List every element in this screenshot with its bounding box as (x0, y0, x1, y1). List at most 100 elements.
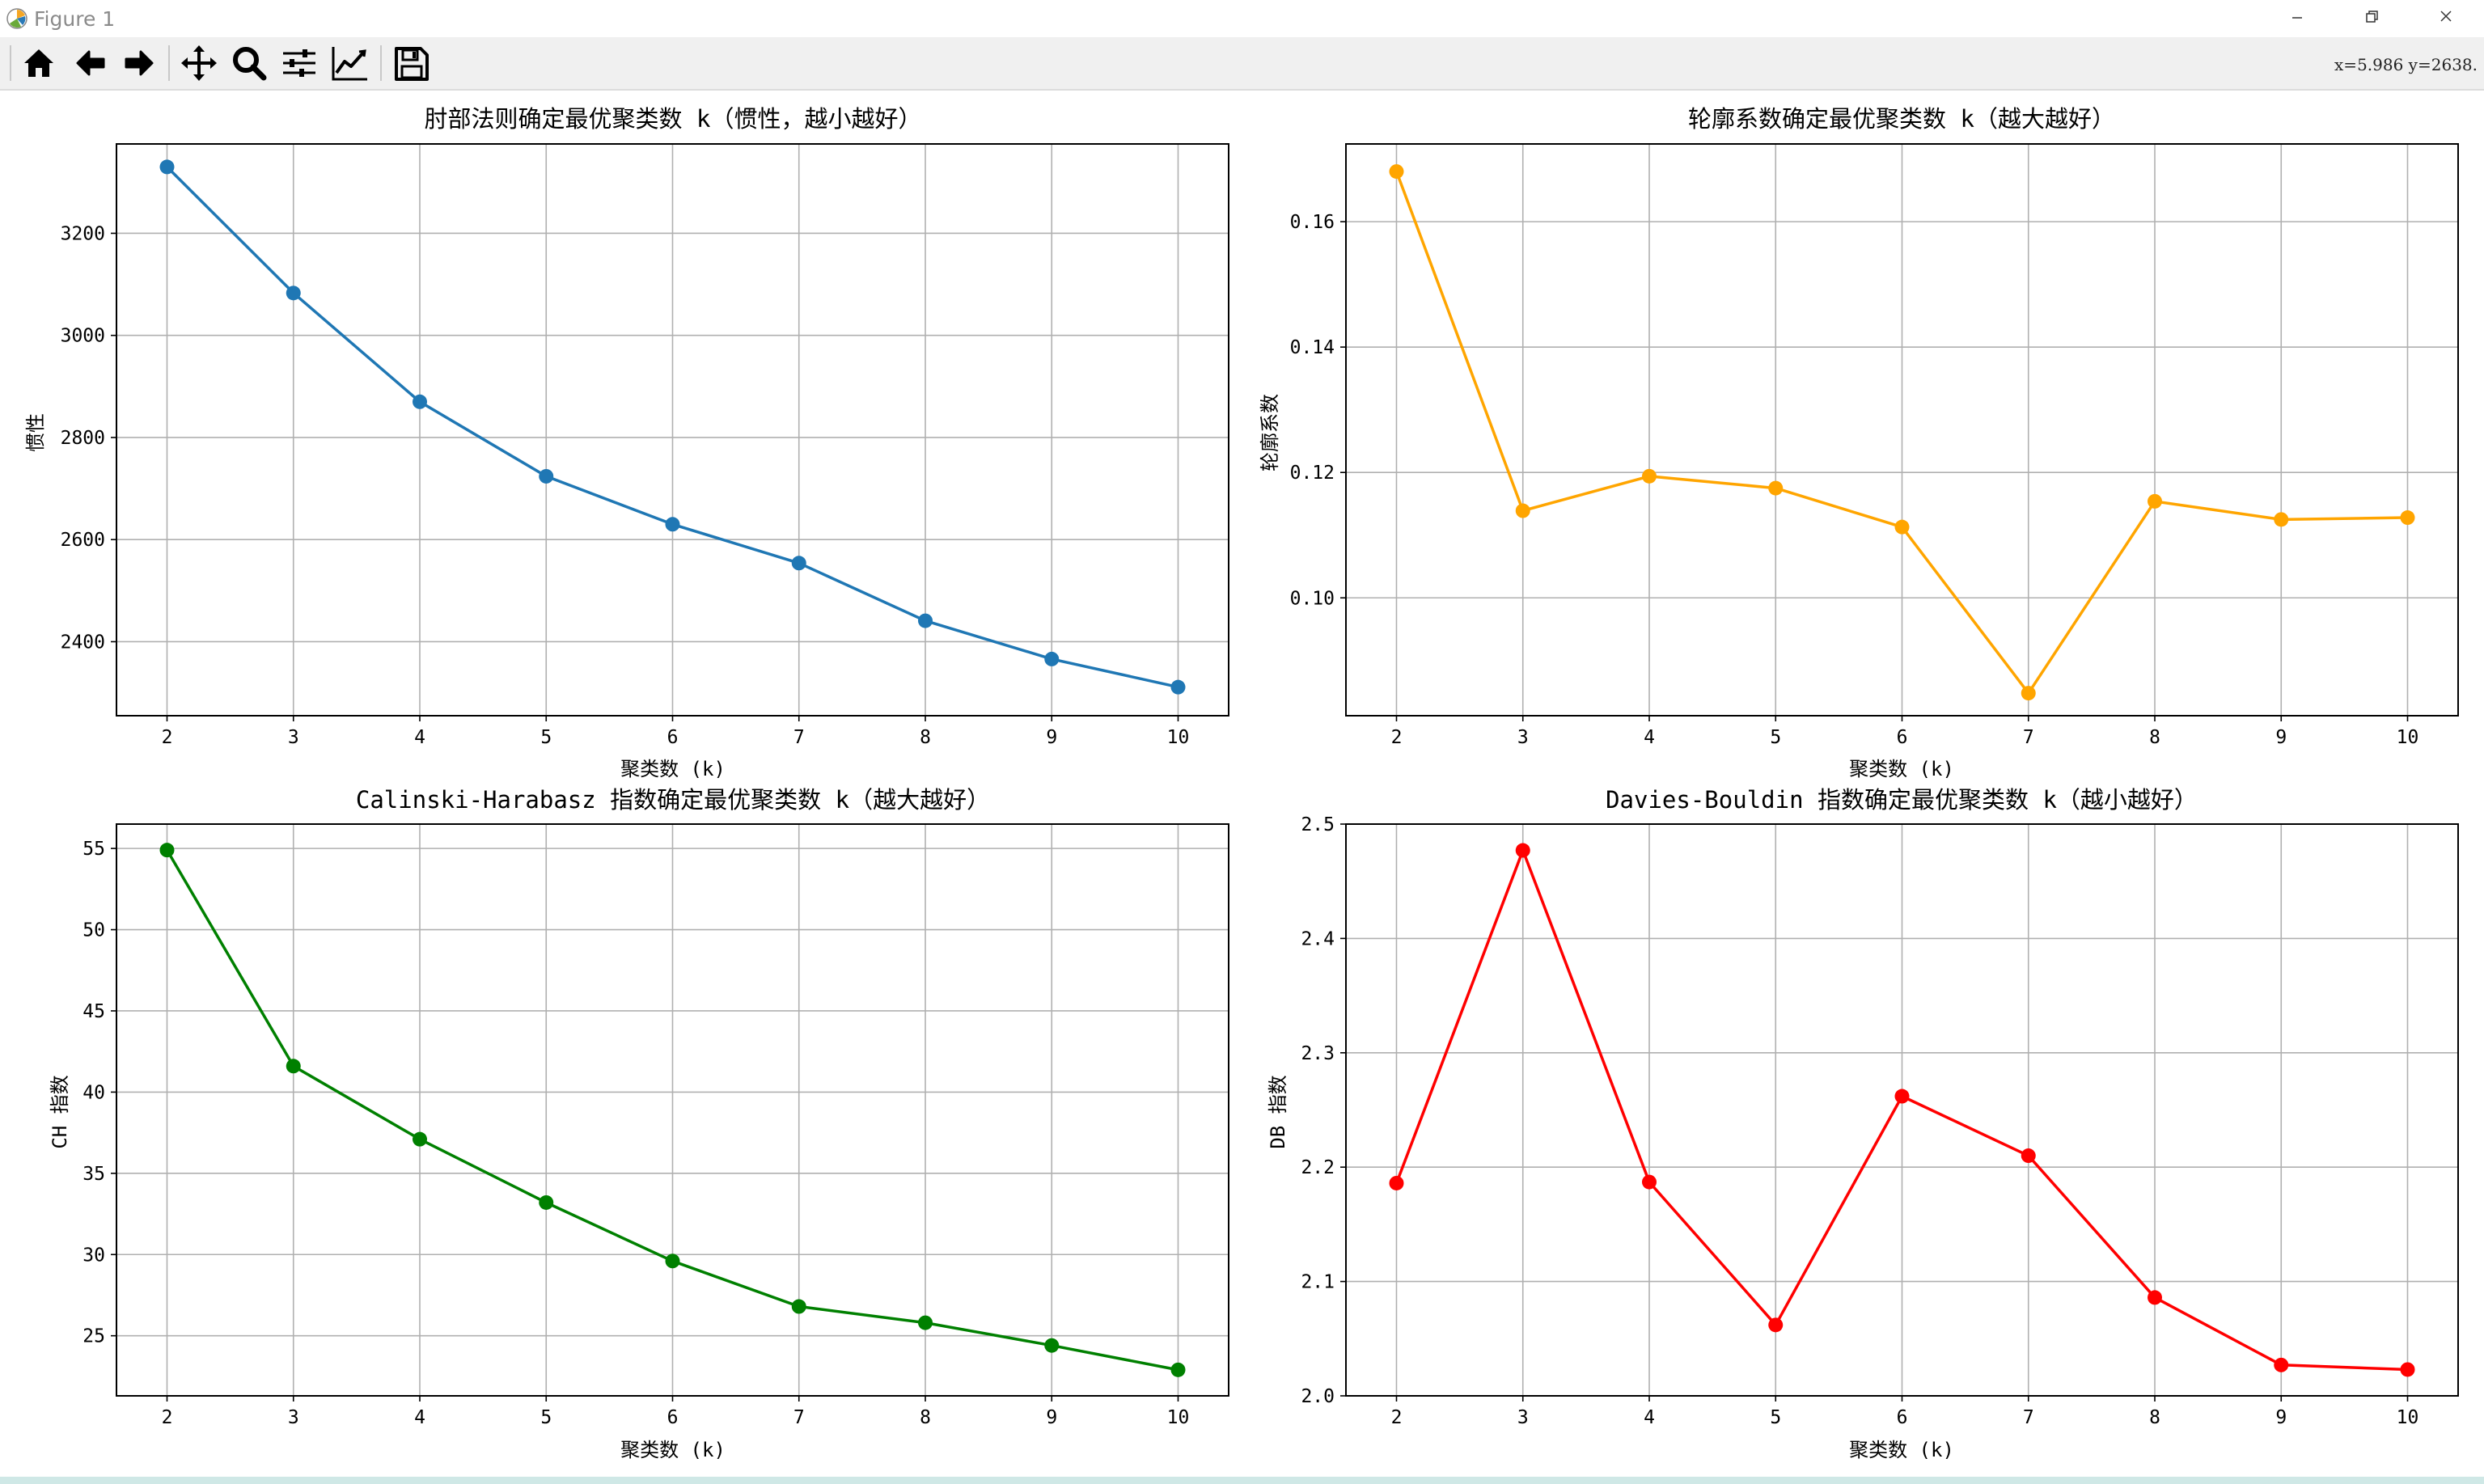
x-tick-label: 2 (162, 1407, 173, 1428)
edit-axes-icon (332, 47, 367, 81)
data-point (665, 1254, 680, 1269)
subplot-silhouette: 轮廓系数确定最优聚类数 k（越大越好） 聚类数 (k) 轮廓系数 2 3 4 5 6 7 8… (1259, 105, 2459, 780)
y-tick-label: 2.1 (1301, 1272, 1335, 1293)
data-point (159, 843, 175, 858)
y-tick-label: 25 (83, 1326, 105, 1347)
configure-subplots-icon (283, 49, 315, 77)
data-point (1894, 1089, 1910, 1104)
y-tick-label: 2.3 (1301, 1043, 1335, 1064)
restore-icon (2366, 11, 2378, 23)
restore-button[interactable] (2334, 0, 2409, 37)
y-axis-label: 惯性 (24, 413, 47, 452)
data-point (918, 1315, 933, 1330)
x-tick-label: 10 (1167, 1407, 1190, 1428)
minimize-button[interactable] (2260, 0, 2334, 37)
toolbar-separator (380, 45, 382, 81)
y-tick-label: 40 (83, 1082, 105, 1103)
back-button[interactable] (70, 42, 112, 84)
navigation-toolbar: x=5.986 y=2638. (0, 37, 2484, 91)
data-point (2021, 686, 2036, 701)
data-point (1170, 679, 1186, 695)
x-tick-label: 5 (1770, 727, 1781, 748)
plot-area: 2 3 4 5 6 7 8 9 10 2400 2600 2800 3000 3200 (61, 143, 1229, 748)
zoom-button[interactable] (228, 42, 270, 84)
data-point (1044, 1338, 1060, 1353)
data-point (159, 159, 175, 175)
data-point (1642, 468, 1657, 484)
close-icon (2440, 11, 2452, 22)
forward-button[interactable] (118, 42, 160, 84)
x-axis-label: 聚类数 (k) (1849, 1439, 1954, 1461)
data-point (1389, 164, 1404, 180)
x-tick-label: 3 (288, 1407, 299, 1428)
x-tick-label: 3 (288, 727, 299, 748)
x-tick-label: 8 (920, 1407, 931, 1428)
chart-title: 轮廓系数确定最优聚类数 k（越大越好） (1688, 105, 2115, 133)
x-tick-label: 10 (1167, 727, 1190, 748)
data-point (1170, 1362, 1186, 1377)
plot-area: 2 3 4 5 6 7 8 9 10 2.0 2.1 2.2 2.3 2.4 2.5 (1301, 814, 2459, 1428)
data-point (2148, 1290, 2162, 1305)
save-icon (395, 47, 429, 81)
x-tick-label: 4 (414, 1407, 425, 1428)
chart-title: 肘部法则确定最优聚类数 k（惯性，越小越好） (425, 105, 922, 133)
y-tick-label: 35 (83, 1164, 105, 1185)
data-point (1894, 519, 1910, 535)
y-tick-label: 0.16 (1290, 212, 1335, 233)
y-tick-label: 45 (83, 1001, 105, 1022)
edit-axes-button[interactable] (328, 42, 370, 84)
x-tick-label: 2 (1391, 1407, 1403, 1428)
axes-frame (116, 143, 1229, 717)
axes-frame (1345, 823, 2459, 1397)
close-button[interactable] (2409, 0, 2483, 37)
y-tick-label: 0.12 (1290, 463, 1335, 484)
minimize-icon (2292, 17, 2302, 19)
y-tick-label: 3200 (61, 223, 105, 244)
data-point (539, 1194, 554, 1210)
data-point (791, 1299, 806, 1314)
status-strip (0, 1477, 2484, 1484)
data-point (1515, 843, 1530, 858)
y-tick-label: 2.0 (1301, 1386, 1335, 1407)
pan-button[interactable] (178, 42, 220, 84)
y-axis-label: DB 指数 (1267, 1075, 1289, 1148)
data-point (1044, 651, 1060, 666)
toolbar-separator (10, 45, 11, 81)
x-tick-label: 4 (1644, 727, 1655, 748)
axes-frame (1345, 143, 2459, 717)
subplot-davies-bouldin: Davies-Bouldin 指数确定最优聚类数 k（越小越好） 聚类数 (k)… (1267, 786, 2459, 1461)
chart-title: Calinski-Harabasz 指数确定最优聚类数 k（越大越好） (356, 786, 990, 814)
x-tick-label: 7 (2023, 1407, 2034, 1428)
x-axis-label: 聚类数 (k) (620, 758, 726, 780)
x-tick-label: 3 (1517, 727, 1529, 748)
x-tick-label: 2 (1391, 727, 1403, 748)
data-point (1515, 503, 1530, 518)
data-point (286, 285, 301, 301)
x-tick-label: 3 (1517, 1407, 1529, 1428)
y-tick-label: 30 (83, 1245, 105, 1266)
x-tick-label: 8 (2149, 727, 2160, 748)
y-tick-label: 2.2 (1301, 1157, 1335, 1178)
data-point (665, 517, 680, 532)
x-axis-label: 聚类数 (k) (1849, 758, 1954, 780)
y-tick-label: 2800 (61, 428, 105, 449)
window-title: Figure 1 (34, 7, 116, 31)
zoom-icon (233, 47, 267, 81)
x-tick-label: 6 (667, 727, 679, 748)
data-point (2148, 493, 2162, 509)
data-point (2400, 510, 2415, 526)
save-button[interactable] (390, 42, 432, 84)
y-tick-label: 2400 (61, 632, 105, 653)
window-titlebar: Figure 1 (0, 0, 2484, 37)
data-point (1768, 480, 1784, 496)
forward-arrow-icon (125, 50, 154, 76)
y-tick-label: 0.10 (1290, 588, 1335, 609)
x-tick-label: 9 (1046, 727, 1057, 748)
configure-subplots-button[interactable] (278, 42, 320, 84)
x-tick-label: 6 (1897, 727, 1908, 748)
x-tick-label: 10 (2397, 1407, 2419, 1428)
home-button[interactable] (18, 42, 60, 84)
data-point (286, 1059, 301, 1074)
